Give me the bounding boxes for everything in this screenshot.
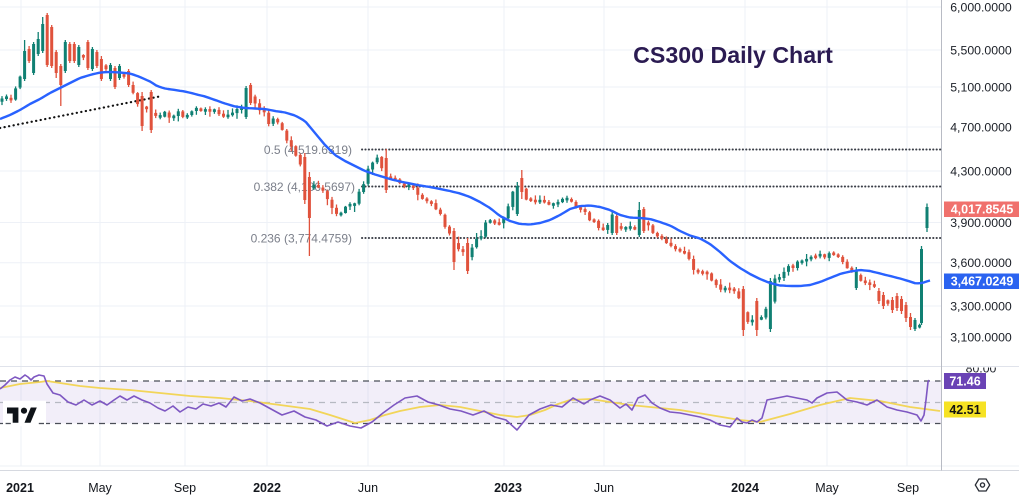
svg-text:3,100.0000: 3,100.0000 <box>950 330 1012 344</box>
svg-text:3,900.0000: 3,900.0000 <box>950 216 1012 230</box>
svg-text:0.236 (3,774.4759): 0.236 (3,774.4759) <box>251 232 352 246</box>
svg-text:Sep: Sep <box>897 481 919 495</box>
svg-text:5,500.0000: 5,500.0000 <box>950 43 1012 57</box>
svg-text:3,467.0249: 3,467.0249 <box>951 275 1014 289</box>
svg-text:3,600.0000: 3,600.0000 <box>950 256 1012 270</box>
svg-text:71.46: 71.46 <box>949 375 980 389</box>
svg-text:May: May <box>815 481 839 495</box>
svg-text:4,300.0000: 4,300.0000 <box>950 164 1012 178</box>
svg-text:CS300 Daily Chart: CS300 Daily Chart <box>633 42 833 68</box>
svg-text:4,700.0000: 4,700.0000 <box>950 120 1012 134</box>
svg-text:5,100.0000: 5,100.0000 <box>950 80 1012 94</box>
svg-text:2022: 2022 <box>253 481 281 495</box>
svg-text:6,000.0000: 6,000.0000 <box>950 0 1012 14</box>
svg-text:2023: 2023 <box>494 481 522 495</box>
svg-text:Jun: Jun <box>358 481 378 495</box>
svg-text:2021: 2021 <box>6 481 34 495</box>
svg-text:42.51: 42.51 <box>949 403 980 417</box>
svg-text:Sep: Sep <box>174 481 196 495</box>
svg-text:80.00: 80.00 <box>966 362 997 376</box>
svg-text:4,017.8545: 4,017.8545 <box>951 203 1014 217</box>
svg-text:0.5 (4,519.6319): 0.5 (4,519.6319) <box>264 143 352 157</box>
svg-text:May: May <box>88 481 112 495</box>
svg-text:3,300.0000: 3,300.0000 <box>950 299 1012 313</box>
svg-text:2024: 2024 <box>731 481 759 495</box>
svg-text:Jun: Jun <box>594 481 614 495</box>
